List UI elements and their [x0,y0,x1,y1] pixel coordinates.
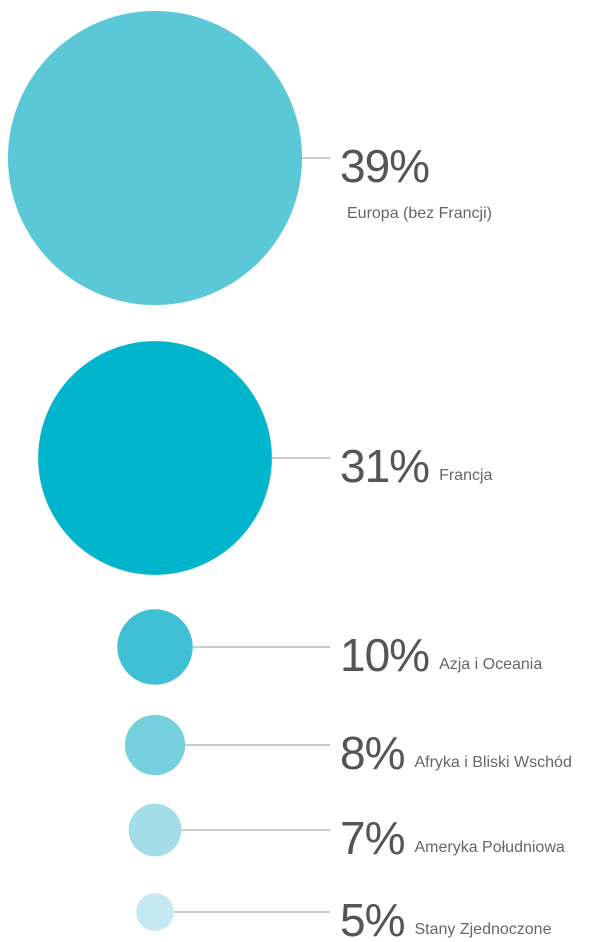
category-label: Francja [439,467,492,484]
category-label: Europa (bez Francji) [347,205,492,222]
bubble [124,714,186,776]
bubble [128,803,182,857]
bubble [117,609,193,685]
category-label: Stany Zjednoczone [414,921,551,938]
value-label: 10% [340,629,429,681]
value-label: 8% [340,727,405,779]
bubble [38,341,272,575]
bubble [7,10,303,306]
value-label: 7% [340,812,405,864]
category-label: Azja i Oceania [439,656,542,673]
value-label: 39% [340,140,429,192]
value-label: 5% [340,894,405,942]
category-label: Afryka i Bliski Wschód [414,754,571,771]
bubble [136,893,174,931]
value-label: 31% [340,440,429,492]
category-label: Ameryka Południowa [414,839,564,856]
